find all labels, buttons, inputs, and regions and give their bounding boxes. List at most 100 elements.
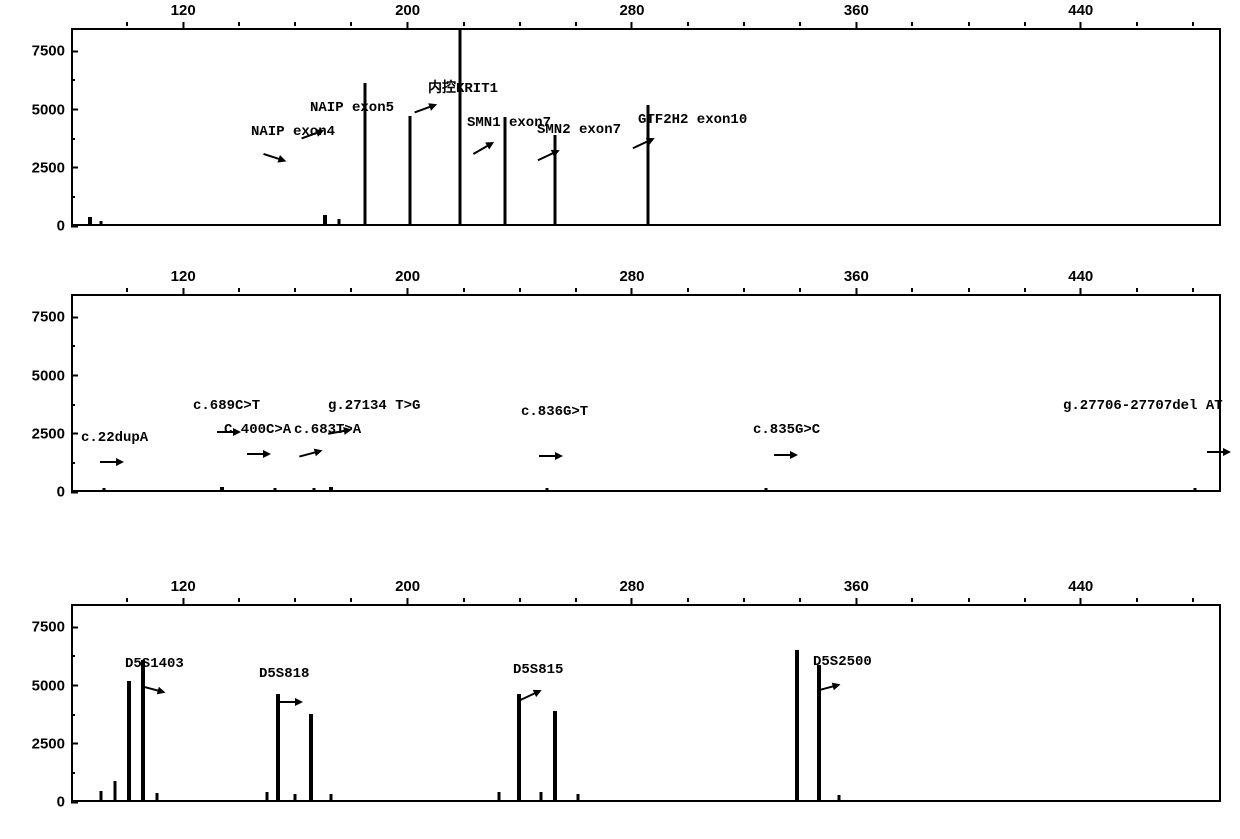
peak-label: c.689C>T [193,398,260,414]
y-minor-tick [71,462,75,464]
x-minor-tick [1024,598,1026,602]
x-minor-tick [126,288,128,292]
y-tick: 2500 [26,735,71,752]
x-minor-tick [519,22,521,26]
x-tick: 280 [619,578,644,595]
panel-2: 120200280360440 c.22dupA c.689C>T C.400C>A c… [26,266,1221,492]
peak-label: c.835G>C [753,422,820,438]
x-minor-tick [911,22,913,26]
x-minor-tick [575,22,577,26]
panel-1: 120200280360440NAIP exon4NAIP exon5内控KRI… [26,0,1221,226]
peak-label: D5S1403 [125,656,184,672]
peak [100,791,103,800]
x-minor-tick [350,22,352,26]
peak [114,781,117,800]
x-minor-tick [968,288,970,292]
x-minor-tick [126,598,128,602]
y-minor-tick [71,714,75,716]
x-tick: 360 [844,2,869,19]
y-minor-tick [71,138,75,140]
x-tick: 120 [171,2,196,19]
x-minor-tick [294,22,296,26]
x-minor-tick [463,22,465,26]
y-tick: 5000 [26,101,71,118]
x-minor-tick [575,288,577,292]
x-tick: 440 [1068,2,1093,19]
x-minor-tick [519,598,521,602]
peak [503,117,506,224]
peak [540,792,543,800]
arrow-icon [813,674,841,702]
x-tick: 200 [395,268,420,285]
peak [576,794,579,800]
y-tick: 5000 [26,367,71,384]
peak-label: NAIP exon5 [310,100,394,116]
x-axis: 120200280360440 [71,266,1221,296]
peak [546,488,549,490]
arrow-icon [243,440,271,468]
y-tick: 7500 [26,619,71,636]
peak [313,488,316,490]
x-minor-tick [238,22,240,26]
x-tick: 200 [395,2,420,19]
peak-label: g.27134 T>G [328,398,420,414]
peak [220,487,224,490]
peak-label: 内控KRIT1 [428,77,498,97]
peak [293,794,296,800]
peak [309,714,313,800]
arrow-icon [515,682,543,710]
y-tick: 0 [26,218,71,235]
arrow-icon [138,675,166,703]
peak [764,488,767,490]
x-minor-tick [463,288,465,292]
arrow-icon [1203,438,1231,466]
arrow-icon [297,121,325,149]
x-minor-tick [799,22,801,26]
arrow-icon [468,135,496,163]
peak [102,488,105,490]
peak [408,116,411,224]
x-minor-tick [743,288,745,292]
x-tick: 120 [171,578,196,595]
x-minor-tick [1024,288,1026,292]
y-tick: 0 [26,794,71,811]
figure: 120200280360440NAIP exon4NAIP exon5内控KRI… [0,0,1240,839]
x-minor-tick [238,598,240,602]
x-minor-tick [519,288,521,292]
x-axis: 120 200 280 360 440 [71,0,1221,30]
x-minor-tick [968,22,970,26]
peak [498,792,501,800]
peak-label: C.400C>A [224,422,291,438]
x-minor-tick [743,22,745,26]
x-minor-tick [1136,598,1138,602]
x-minor-tick [294,598,296,602]
plot-area: D5S1403D5S818D5S815D5S2500 [71,604,1221,802]
peak [459,28,462,224]
peak-label: c.836G>T [521,404,588,420]
peak [330,794,333,800]
x-minor-tick [799,288,801,292]
peak-label: D5S2500 [813,654,872,670]
x-minor-tick [968,598,970,602]
x-minor-tick [350,288,352,292]
arrow-icon [324,418,352,446]
x-minor-tick [911,598,913,602]
x-minor-tick [799,598,801,602]
arrow-icon [770,441,798,469]
y-minor-tick [71,79,75,81]
arrow-icon [628,130,656,158]
x-tick: 360 [844,268,869,285]
arrow-icon [535,442,563,470]
x-minor-tick [1192,598,1194,602]
y-tick: 5000 [26,677,71,694]
x-tick: 280 [619,2,644,19]
peak-label: SMN2 exon7 [537,122,621,138]
peak-label: g.27706-27707del AT [1063,398,1223,414]
y-tick: 7500 [26,309,71,326]
peak-label: D5S818 [259,666,309,682]
peak [1193,488,1196,490]
x-tick: 360 [844,578,869,595]
peak-label: c.22dupA [81,430,148,446]
x-minor-tick [1024,22,1026,26]
x-tick: 200 [395,578,420,595]
